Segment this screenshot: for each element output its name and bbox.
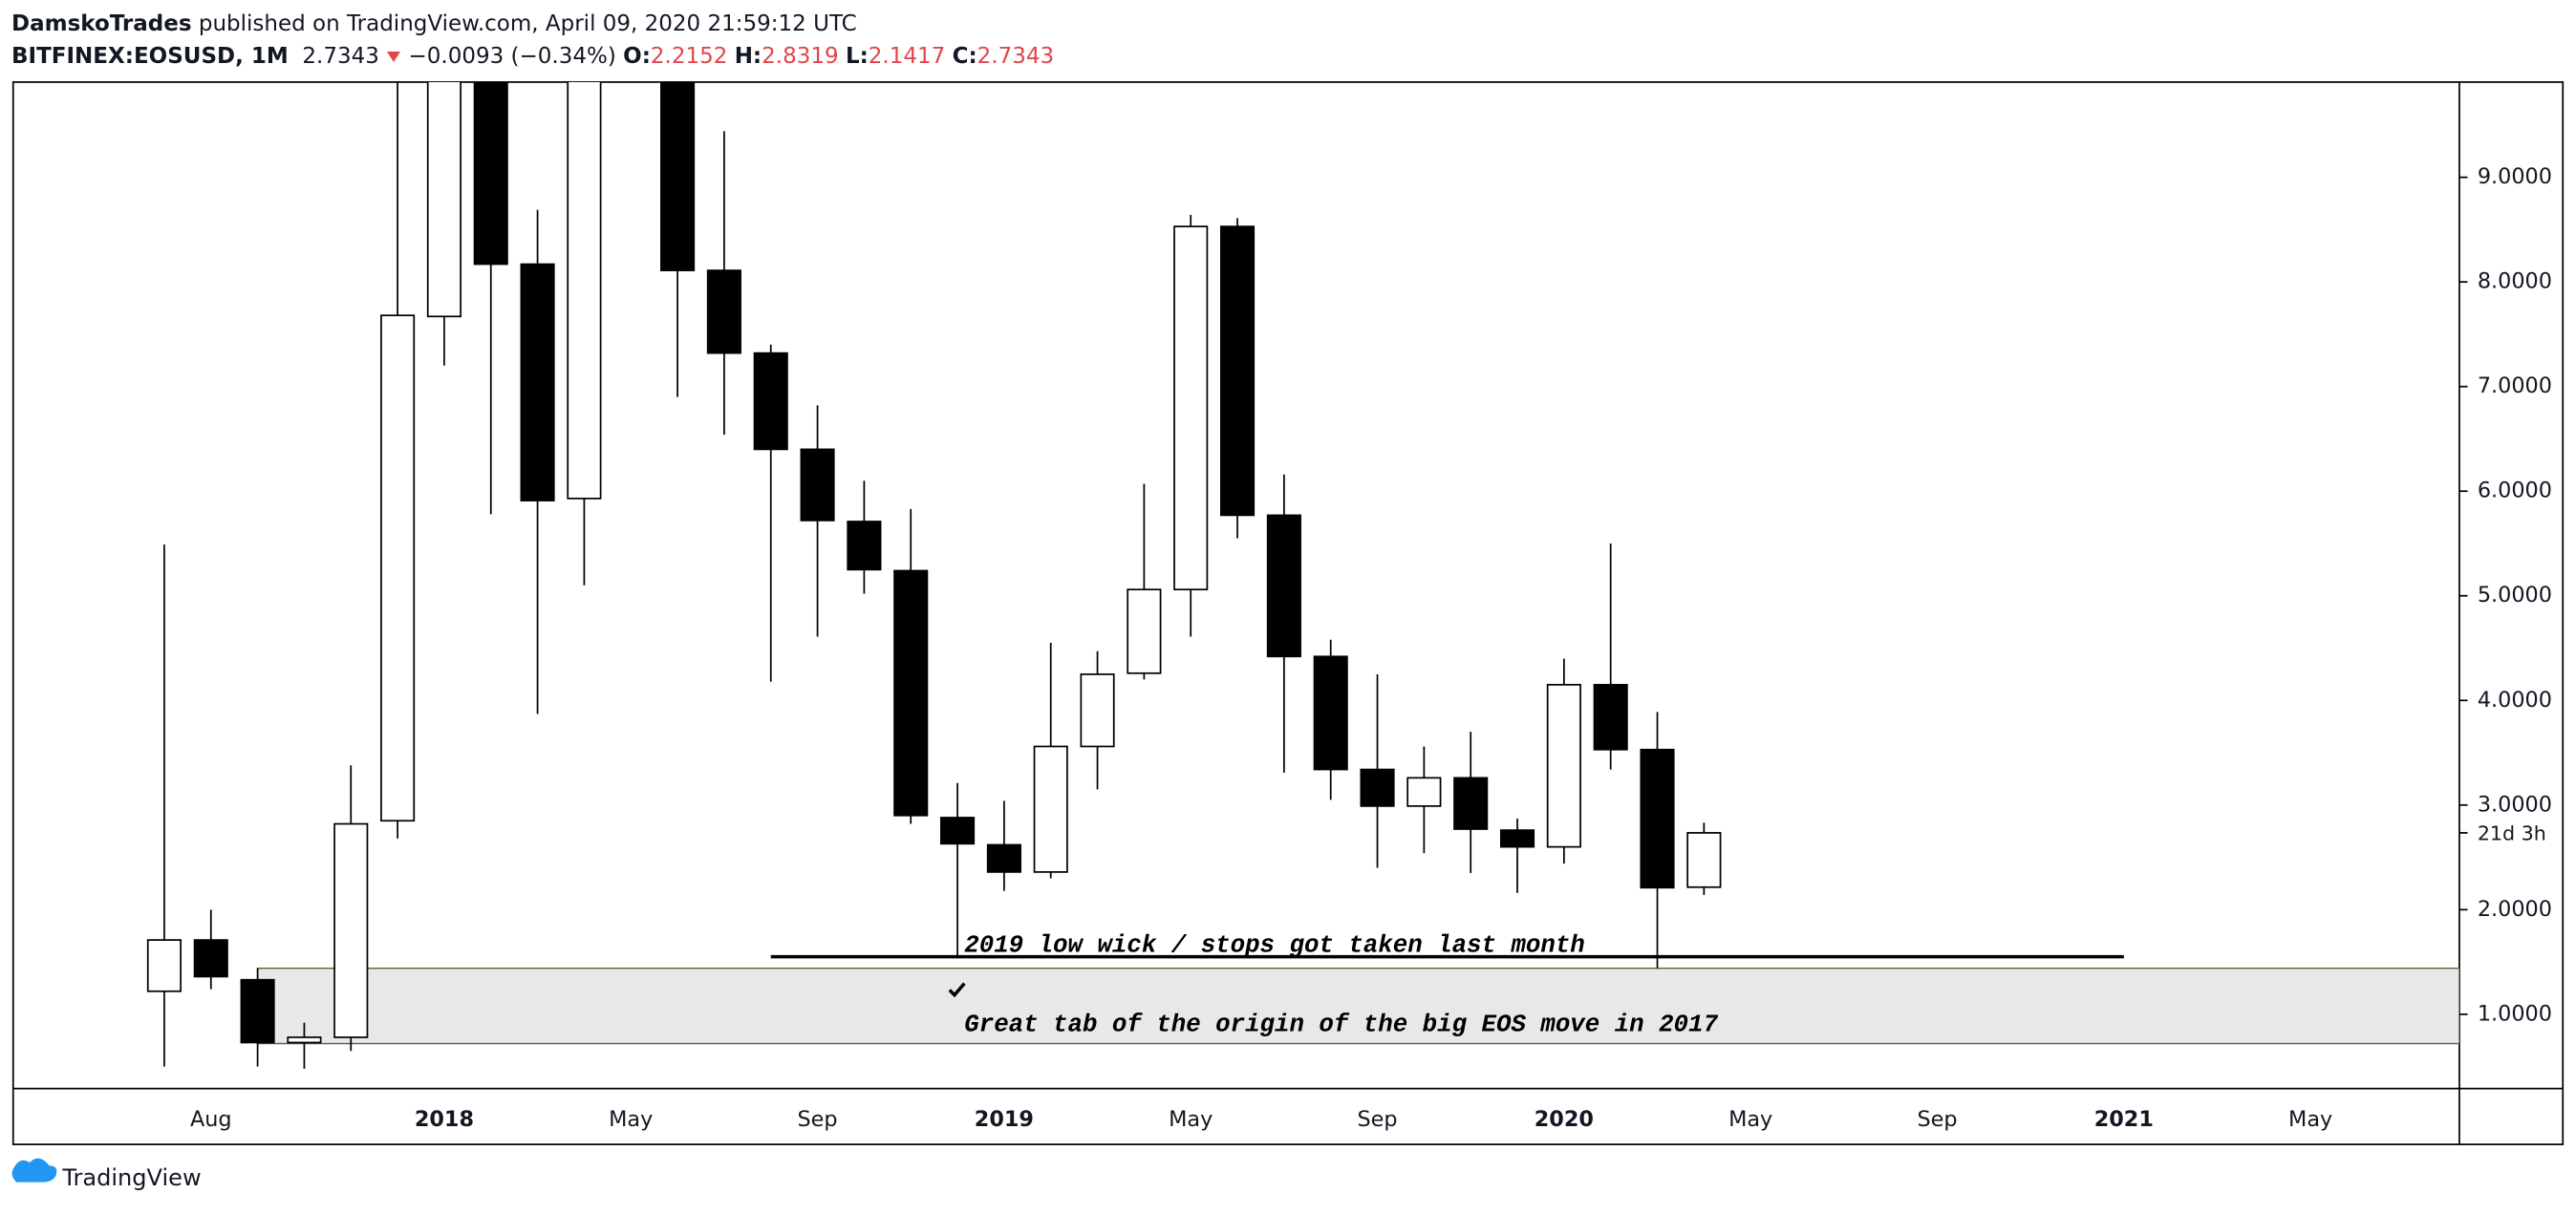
plot-area xyxy=(146,81,2459,1069)
y-tick-label: 3.0000 xyxy=(2478,792,2552,817)
level-label: 2019 low wick / stops got taken last mon… xyxy=(964,931,1584,959)
low-label: L: xyxy=(845,44,869,69)
publish-line: DamskoTrades published on TradingView.co… xyxy=(11,8,1054,40)
x-tick-label: 2020 xyxy=(1535,1107,1594,1132)
zone xyxy=(256,967,2459,1045)
x-tick-label: Sep xyxy=(798,1107,838,1132)
high: 2.8319 xyxy=(762,44,839,69)
x-tick-label: 2018 xyxy=(415,1107,474,1132)
candle-body xyxy=(380,314,416,822)
author: DamskoTrades xyxy=(11,11,192,36)
y-tick-label: 7.0000 xyxy=(2478,373,2552,398)
candle-body xyxy=(193,939,228,978)
y-tick-label: 4.0000 xyxy=(2478,688,2552,713)
candle-body xyxy=(847,521,882,571)
candle-body xyxy=(1219,225,1256,517)
candle-body xyxy=(240,978,275,1044)
frame xyxy=(11,81,2565,1145)
candle-body xyxy=(1313,655,1348,771)
candle-body xyxy=(1640,748,1675,889)
open-label: O: xyxy=(623,44,651,69)
y-tick-label: 1.0000 xyxy=(2478,1001,2552,1026)
candle-body xyxy=(1593,683,1628,751)
candle-body xyxy=(146,939,182,992)
candle-body xyxy=(1453,777,1489,830)
candle-body xyxy=(287,1036,322,1044)
published: published on TradingView.com, April 09, … xyxy=(198,11,857,36)
close-label: C: xyxy=(952,44,977,69)
x-tick-label: May xyxy=(609,1107,653,1132)
x-tick-label: May xyxy=(2288,1107,2332,1132)
down-arrow xyxy=(387,52,401,62)
candle-body xyxy=(426,81,462,318)
y-tick-label: 2.0000 xyxy=(2478,897,2552,922)
zone-label: Great tab of the origin of the big EOS m… xyxy=(964,1011,1718,1038)
open: 2.2152 xyxy=(650,44,728,69)
candle-body xyxy=(1127,588,1162,674)
candle-body xyxy=(1546,683,1581,848)
y-tick-label: 5.0000 xyxy=(2478,583,2552,608)
candle-body xyxy=(660,81,696,271)
candle-body xyxy=(333,822,369,1038)
y-tick-label: 6.0000 xyxy=(2478,479,2552,503)
candle-body xyxy=(1686,832,1722,888)
last-price: 2.7343 xyxy=(302,44,379,69)
candle-body xyxy=(753,352,788,451)
countdown: 21d 3h xyxy=(2478,822,2546,845)
candle-body xyxy=(1266,514,1301,658)
candle-body xyxy=(800,448,835,522)
candle-body xyxy=(520,263,555,501)
low: 2.1417 xyxy=(868,44,946,69)
close: 2.7343 xyxy=(977,44,1055,69)
logo xyxy=(11,1158,57,1183)
y-tick-label: 9.0000 xyxy=(2478,164,2552,189)
high-label: H: xyxy=(734,44,762,69)
candle-body xyxy=(1406,777,1442,807)
x-tick-label: 2021 xyxy=(2094,1107,2154,1132)
x-tick-label: Sep xyxy=(1917,1107,1957,1132)
candle-body xyxy=(567,81,602,500)
candle-body xyxy=(473,81,508,266)
symbol: BITFINEX:EOSUSD, 1M xyxy=(11,44,289,69)
checkmark xyxy=(948,982,966,998)
x-tick-label: Sep xyxy=(1357,1107,1397,1132)
x-tick-label: May xyxy=(1169,1107,1213,1132)
candle-body xyxy=(986,843,1021,873)
brand: TradingView xyxy=(61,1164,201,1191)
candle-body xyxy=(1173,225,1209,591)
symbol-line: BITFINEX:EOSUSD, 1M 2.7343 −0.0093 (−0.3… xyxy=(11,40,1054,73)
header: DamskoTrades published on TradingView.co… xyxy=(11,8,1054,73)
change: −0.0093 (−0.34%) xyxy=(408,44,616,69)
candle-body xyxy=(1080,673,1115,748)
candle-body xyxy=(1360,768,1395,807)
candle-body xyxy=(940,817,976,845)
y-tick-label: 8.0000 xyxy=(2478,269,2552,294)
candle-body xyxy=(706,269,741,354)
candle-body xyxy=(1033,745,1068,873)
x-tick-label: Aug xyxy=(190,1107,232,1132)
candle-body xyxy=(1499,829,1535,848)
x-tick-label: May xyxy=(1728,1107,1772,1132)
x-tick-label: 2019 xyxy=(975,1107,1034,1132)
candle-body xyxy=(893,569,929,817)
